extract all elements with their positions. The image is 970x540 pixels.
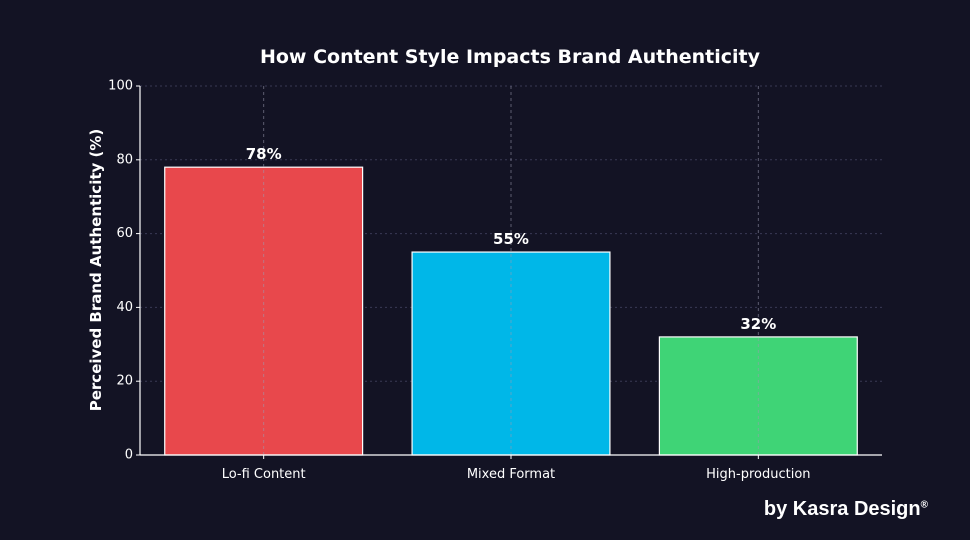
x-tick-label: Lo-fi Content bbox=[222, 467, 306, 482]
x-tick-label: High-production bbox=[706, 467, 810, 482]
y-tick-label: 20 bbox=[116, 374, 133, 389]
y-tick-label: 100 bbox=[108, 79, 133, 94]
y-axis-label: Perceived Brand Authenticity (%) bbox=[87, 129, 105, 412]
bars bbox=[164, 166, 858, 456]
chart-title: How Content Style Impacts Brand Authenti… bbox=[260, 46, 761, 68]
y-tick-label: 0 bbox=[125, 448, 133, 463]
y-tick-label: 40 bbox=[116, 300, 133, 315]
labels: 78% Lo-fi Content 55% Mixed Format 32% High-p… bbox=[108, 79, 810, 482]
y-tick-label: 60 bbox=[116, 226, 133, 241]
bar-high-production bbox=[658, 336, 858, 456]
data-label: 55% bbox=[493, 230, 529, 248]
data-label: 32% bbox=[740, 315, 776, 333]
data-label: 78% bbox=[246, 145, 282, 163]
credit-text: by Kasra Design bbox=[763, 498, 921, 520]
y-tick-label: 80 bbox=[116, 152, 133, 167]
bar-lo-fi-content bbox=[164, 166, 364, 456]
axes bbox=[136, 85, 882, 459]
x-tick-label: Mixed Format bbox=[467, 467, 555, 482]
vertical-grid bbox=[263, 86, 759, 455]
credit-watermark: by Kasra Design® bbox=[764, 498, 928, 521]
registered-mark: ® bbox=[920, 499, 928, 511]
